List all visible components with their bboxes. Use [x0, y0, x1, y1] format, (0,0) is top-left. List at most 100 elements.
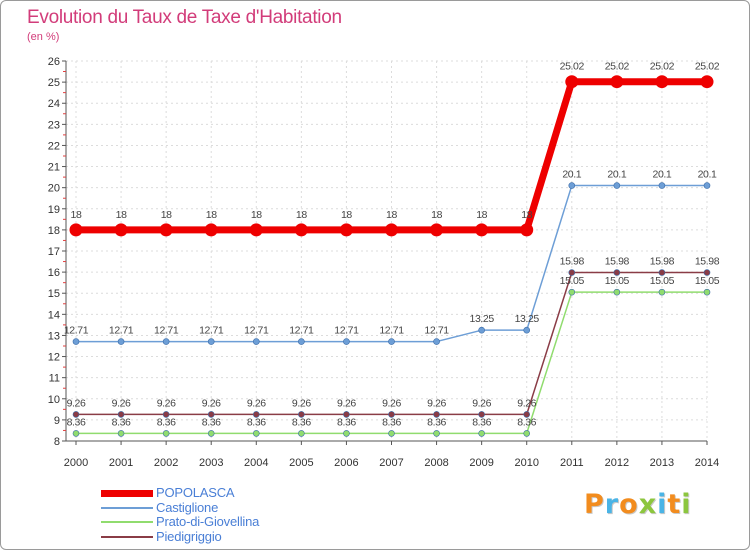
data-label-castiglione: 12.71	[64, 325, 89, 337]
data-point-prato-di-giovellina	[613, 288, 621, 296]
chart-unit: (en %)	[27, 31, 60, 43]
data-point-piedigriggio	[162, 411, 170, 418]
data-point-castiglione	[658, 182, 666, 189]
data-label-piedigriggio: 9.26	[202, 397, 221, 409]
y-tick-label: 17	[48, 246, 60, 258]
logo-letter: o	[619, 489, 639, 520]
data-point-popolasca	[520, 223, 534, 237]
data-label-piedigriggio: 9.26	[472, 397, 491, 409]
data-label-popolasca: 18	[476, 209, 487, 221]
data-point-castiglione	[388, 338, 395, 345]
data-label-popolasca: 18	[386, 209, 397, 221]
chart-title: Evolution du Taux de Taxe d'Habitation	[27, 7, 342, 28]
logo-letter: t	[667, 489, 682, 520]
data-point-prato-di-giovellina	[343, 430, 350, 437]
data-point-piedigriggio	[568, 269, 576, 276]
data-label-castiglione: 20.1	[698, 169, 717, 181]
data-label-prato-di-giovellina: 15.05	[650, 275, 675, 287]
data-label-prato-di-giovellina: 8.36	[517, 416, 536, 428]
x-tick-label: 2011	[560, 457, 584, 469]
y-tick-label: 21	[48, 162, 60, 174]
data-point-popolasca	[565, 75, 579, 89]
logo-letter: r	[604, 489, 620, 520]
legend-label: Prato-di-Giovellina	[156, 514, 260, 530]
data-label-prato-di-giovellina: 8.36	[202, 416, 221, 428]
data-point-popolasca	[159, 223, 173, 237]
legend-item-popolasca: POPOLASCA	[101, 486, 259, 501]
x-tick-label: 2009	[469, 457, 493, 469]
data-label-prato-di-giovellina: 8.36	[112, 416, 131, 428]
data-point-prato-di-giovellina	[523, 430, 531, 437]
data-point-piedigriggio	[117, 411, 125, 418]
data-label-popolasca: 18	[341, 209, 352, 221]
data-point-prato-di-giovellina	[433, 430, 440, 437]
data-label-castiglione: 20.1	[607, 169, 626, 181]
proxiti-logo: Proxiti	[584, 489, 692, 520]
data-point-castiglione	[162, 338, 170, 345]
data-point-prato-di-giovellina	[117, 430, 125, 437]
data-point-prato-di-giovellina	[568, 288, 576, 296]
data-point-piedigriggio	[343, 411, 350, 418]
data-label-prato-di-giovellina: 15.05	[695, 275, 720, 287]
logo-letter: i	[657, 489, 668, 520]
x-tick-label: 2002	[154, 457, 178, 469]
data-label-piedigriggio: 9.26	[337, 397, 356, 409]
legend-item-piedigriggio: Piedigriggio	[101, 528, 259, 545]
legend-label: Piedigriggio	[156, 528, 222, 544]
y-tick-label: 10	[48, 394, 60, 406]
data-label-popolasca: 18	[521, 209, 532, 221]
data-label-popolasca: 18	[116, 209, 127, 221]
x-tick-label: 2006	[334, 457, 358, 469]
data-label-prato-di-giovellina: 8.36	[382, 416, 401, 428]
data-point-castiglione	[478, 326, 485, 334]
data-label-piedigriggio: 15.98	[560, 256, 585, 268]
y-tick-label: 12	[48, 352, 60, 364]
data-label-piedigriggio: 15.98	[695, 256, 720, 268]
data-point-prato-di-giovellina	[703, 288, 711, 296]
data-point-prato-di-giovellina	[252, 430, 260, 437]
data-point-popolasca	[475, 223, 489, 237]
data-label-castiglione: 12.71	[334, 325, 359, 337]
y-tick-label: 25	[48, 77, 60, 89]
data-label-popolasca: 25.02	[650, 61, 675, 73]
legend-item-castiglione: Castiglione	[101, 500, 259, 516]
data-point-piedigriggio	[207, 411, 215, 418]
x-tick-label: 2014	[695, 457, 719, 469]
data-point-prato-di-giovellina	[207, 430, 215, 437]
data-point-piedigriggio	[658, 269, 666, 276]
data-label-popolasca: 18	[161, 209, 172, 221]
x-tick-label: 2001	[109, 457, 133, 469]
data-label-castiglione: 12.71	[109, 325, 134, 337]
data-point-castiglione	[343, 338, 350, 345]
y-tick-label: 15	[48, 288, 60, 300]
y-tick-label: 22	[48, 140, 60, 152]
data-point-piedigriggio	[523, 411, 531, 418]
data-label-prato-di-giovellina: 8.36	[67, 416, 86, 428]
data-label-popolasca: 18	[206, 209, 217, 221]
y-tick-label: 19	[48, 204, 60, 216]
y-tick-label: 11	[49, 373, 60, 385]
data-point-popolasca	[430, 223, 444, 237]
y-tick-label: 16	[48, 267, 60, 279]
data-label-piedigriggio: 15.98	[650, 256, 675, 268]
data-point-popolasca	[655, 75, 669, 89]
data-label-piedigriggio: 9.26	[112, 397, 131, 409]
y-tick-label: 8	[54, 436, 60, 448]
data-point-castiglione	[117, 338, 125, 345]
data-label-popolasca: 18	[251, 209, 262, 221]
data-point-prato-di-giovellina	[298, 430, 305, 437]
data-point-piedigriggio	[388, 411, 395, 418]
data-point-piedigriggio	[298, 411, 305, 418]
data-label-popolasca: 25.02	[695, 61, 720, 73]
data-label-prato-di-giovellina: 8.36	[427, 416, 446, 428]
data-point-piedigriggio	[252, 411, 260, 418]
x-tick-label: 2013	[650, 457, 674, 469]
data-point-popolasca	[69, 223, 83, 237]
y-tick-label: 18	[48, 225, 60, 237]
data-point-piedigriggio	[613, 269, 621, 276]
data-label-popolasca: 25.02	[560, 61, 585, 73]
data-label-prato-di-giovellina: 8.36	[247, 416, 266, 428]
y-tick-label: 9	[54, 415, 60, 427]
